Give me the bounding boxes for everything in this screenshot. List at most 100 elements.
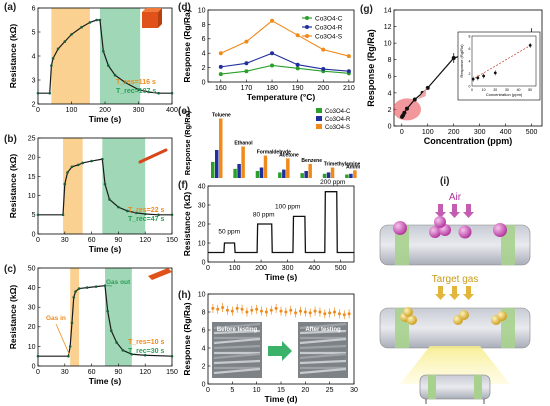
data-point xyxy=(240,307,244,311)
light-beam xyxy=(400,346,510,384)
sem-fiber xyxy=(299,359,347,365)
y-tick-label: 40 xyxy=(198,183,206,190)
category-label: Ammonia xyxy=(346,164,360,170)
x-tick-label: 200 xyxy=(448,129,460,136)
data-point xyxy=(279,309,283,313)
bar xyxy=(241,146,245,178)
data-point xyxy=(134,211,138,215)
x-tick-label: 180 xyxy=(266,85,278,92)
y-tick-label: 20 xyxy=(198,221,206,228)
series-point xyxy=(218,51,223,56)
x-tick-label: 500 xyxy=(526,129,538,136)
y-tick-label: 2 xyxy=(388,107,392,114)
x-tick-label: 0 xyxy=(400,129,404,136)
gas-sensing-schematic: Air Target gas xyxy=(379,192,531,404)
bar xyxy=(263,155,268,178)
data-point xyxy=(170,213,174,217)
sem-fiber xyxy=(213,322,261,330)
y-tick-label: 40 xyxy=(28,285,36,292)
data-point xyxy=(211,306,215,310)
chart-c: 0 30 60 90 120 150 0 10 20 30 40 50 Time (s) Resistan… xyxy=(8,265,178,386)
data-point xyxy=(107,64,110,67)
y-axis-label: Resistance (kΩ) xyxy=(8,24,18,89)
data-point xyxy=(80,25,83,29)
data-point xyxy=(404,106,409,111)
sample-shape-cube-icon xyxy=(142,12,158,28)
highlight-region xyxy=(105,268,132,366)
x-tick-label: 400 xyxy=(308,265,320,272)
data-point xyxy=(308,311,312,315)
data-point xyxy=(303,310,307,314)
sensor-tube-target-gas xyxy=(379,307,531,349)
series-point xyxy=(270,63,275,68)
data-point xyxy=(235,306,239,310)
legend-swatch xyxy=(316,116,322,121)
sem-fiber xyxy=(213,352,261,360)
plot-frame xyxy=(207,9,355,83)
before-testing-label: Before testing xyxy=(217,327,258,333)
y-tick-label: 10 xyxy=(198,240,206,247)
inset-y-tick-label: 8 xyxy=(469,34,471,38)
inset-y-axis-label: Response (Rg/Ra) xyxy=(459,44,464,78)
y-tick-label: 30 xyxy=(198,202,206,209)
series-point xyxy=(295,62,300,67)
series-point xyxy=(244,69,249,74)
panel-label-c: (c) xyxy=(4,264,17,275)
data-point xyxy=(103,284,107,287)
legend-marker xyxy=(305,25,309,29)
sample-shape-sheet-icon xyxy=(148,268,172,280)
data-point xyxy=(289,308,293,312)
chart-g: 0 100 200 300 400 50002468101214Concentration… xyxy=(366,7,543,146)
bar xyxy=(233,168,237,178)
data-point xyxy=(50,64,53,67)
inset-x-tick-label: 20 xyxy=(493,88,497,92)
y-tick-label: 6 xyxy=(202,36,206,43)
x-axis-label: Time (s) xyxy=(265,272,298,282)
y-tick-label: 10 xyxy=(28,193,36,200)
y-tick-label: 2 xyxy=(32,101,36,108)
y-tick-label: 14 xyxy=(384,7,392,14)
series-point xyxy=(218,64,223,69)
annotation-trec: T_rec=47 s xyxy=(128,216,164,223)
inset-x-tick-label: 30 xyxy=(505,88,509,92)
sample-shape-cube-side xyxy=(158,8,162,28)
after-testing-label: After testing xyxy=(305,327,341,333)
x-tick-label: 190 xyxy=(292,85,304,92)
annotation-gas-in: Gas in xyxy=(46,315,66,322)
y-tick-label: 10 xyxy=(384,41,392,48)
x-tick-label: 150 xyxy=(166,369,178,376)
x-tick-label: 300 xyxy=(282,265,294,272)
data-point xyxy=(323,312,327,316)
x-tick-label: 100 xyxy=(229,265,241,272)
x-tick-label: 200 xyxy=(99,107,111,114)
data-point xyxy=(81,161,84,165)
x-axis-label: Time (s) xyxy=(89,114,122,124)
sample-shape-rod-icon xyxy=(138,148,168,164)
inset-x-axis-label: Concentration (ppm) xyxy=(486,92,523,97)
x-tick-label: 60 xyxy=(88,369,96,376)
inset-x-tick-label: 50 xyxy=(528,88,532,92)
sem-fiber xyxy=(299,337,347,345)
y-axis-label: Resistance (kΩ) xyxy=(8,285,18,350)
data-point xyxy=(130,352,134,356)
data-point xyxy=(313,309,317,313)
data-point xyxy=(67,354,70,358)
legend-label: Co3O4-C xyxy=(325,109,351,115)
resistance-curve xyxy=(208,191,354,254)
data-point xyxy=(94,285,98,288)
y-tick-label: 0 xyxy=(388,123,392,130)
chart-b: 0 30 60 90 120 150 0 5 10 15 20 25 Time (s) Resistanc… xyxy=(8,135,178,254)
data-point xyxy=(121,349,125,352)
gas-in-arrow xyxy=(55,323,70,355)
category-label: Ethanol xyxy=(234,141,253,147)
y-tick-label: 15 xyxy=(28,174,36,181)
series-line xyxy=(220,20,350,57)
y-tick-label: 0 xyxy=(32,363,36,370)
annotation-trec: T_rec=107 s xyxy=(116,88,156,95)
bar xyxy=(330,167,335,178)
bar xyxy=(300,173,304,178)
data-point xyxy=(342,313,346,317)
data-point xyxy=(255,307,259,311)
sem-fiber xyxy=(213,359,261,365)
y-tick-label: 8 xyxy=(202,309,206,316)
